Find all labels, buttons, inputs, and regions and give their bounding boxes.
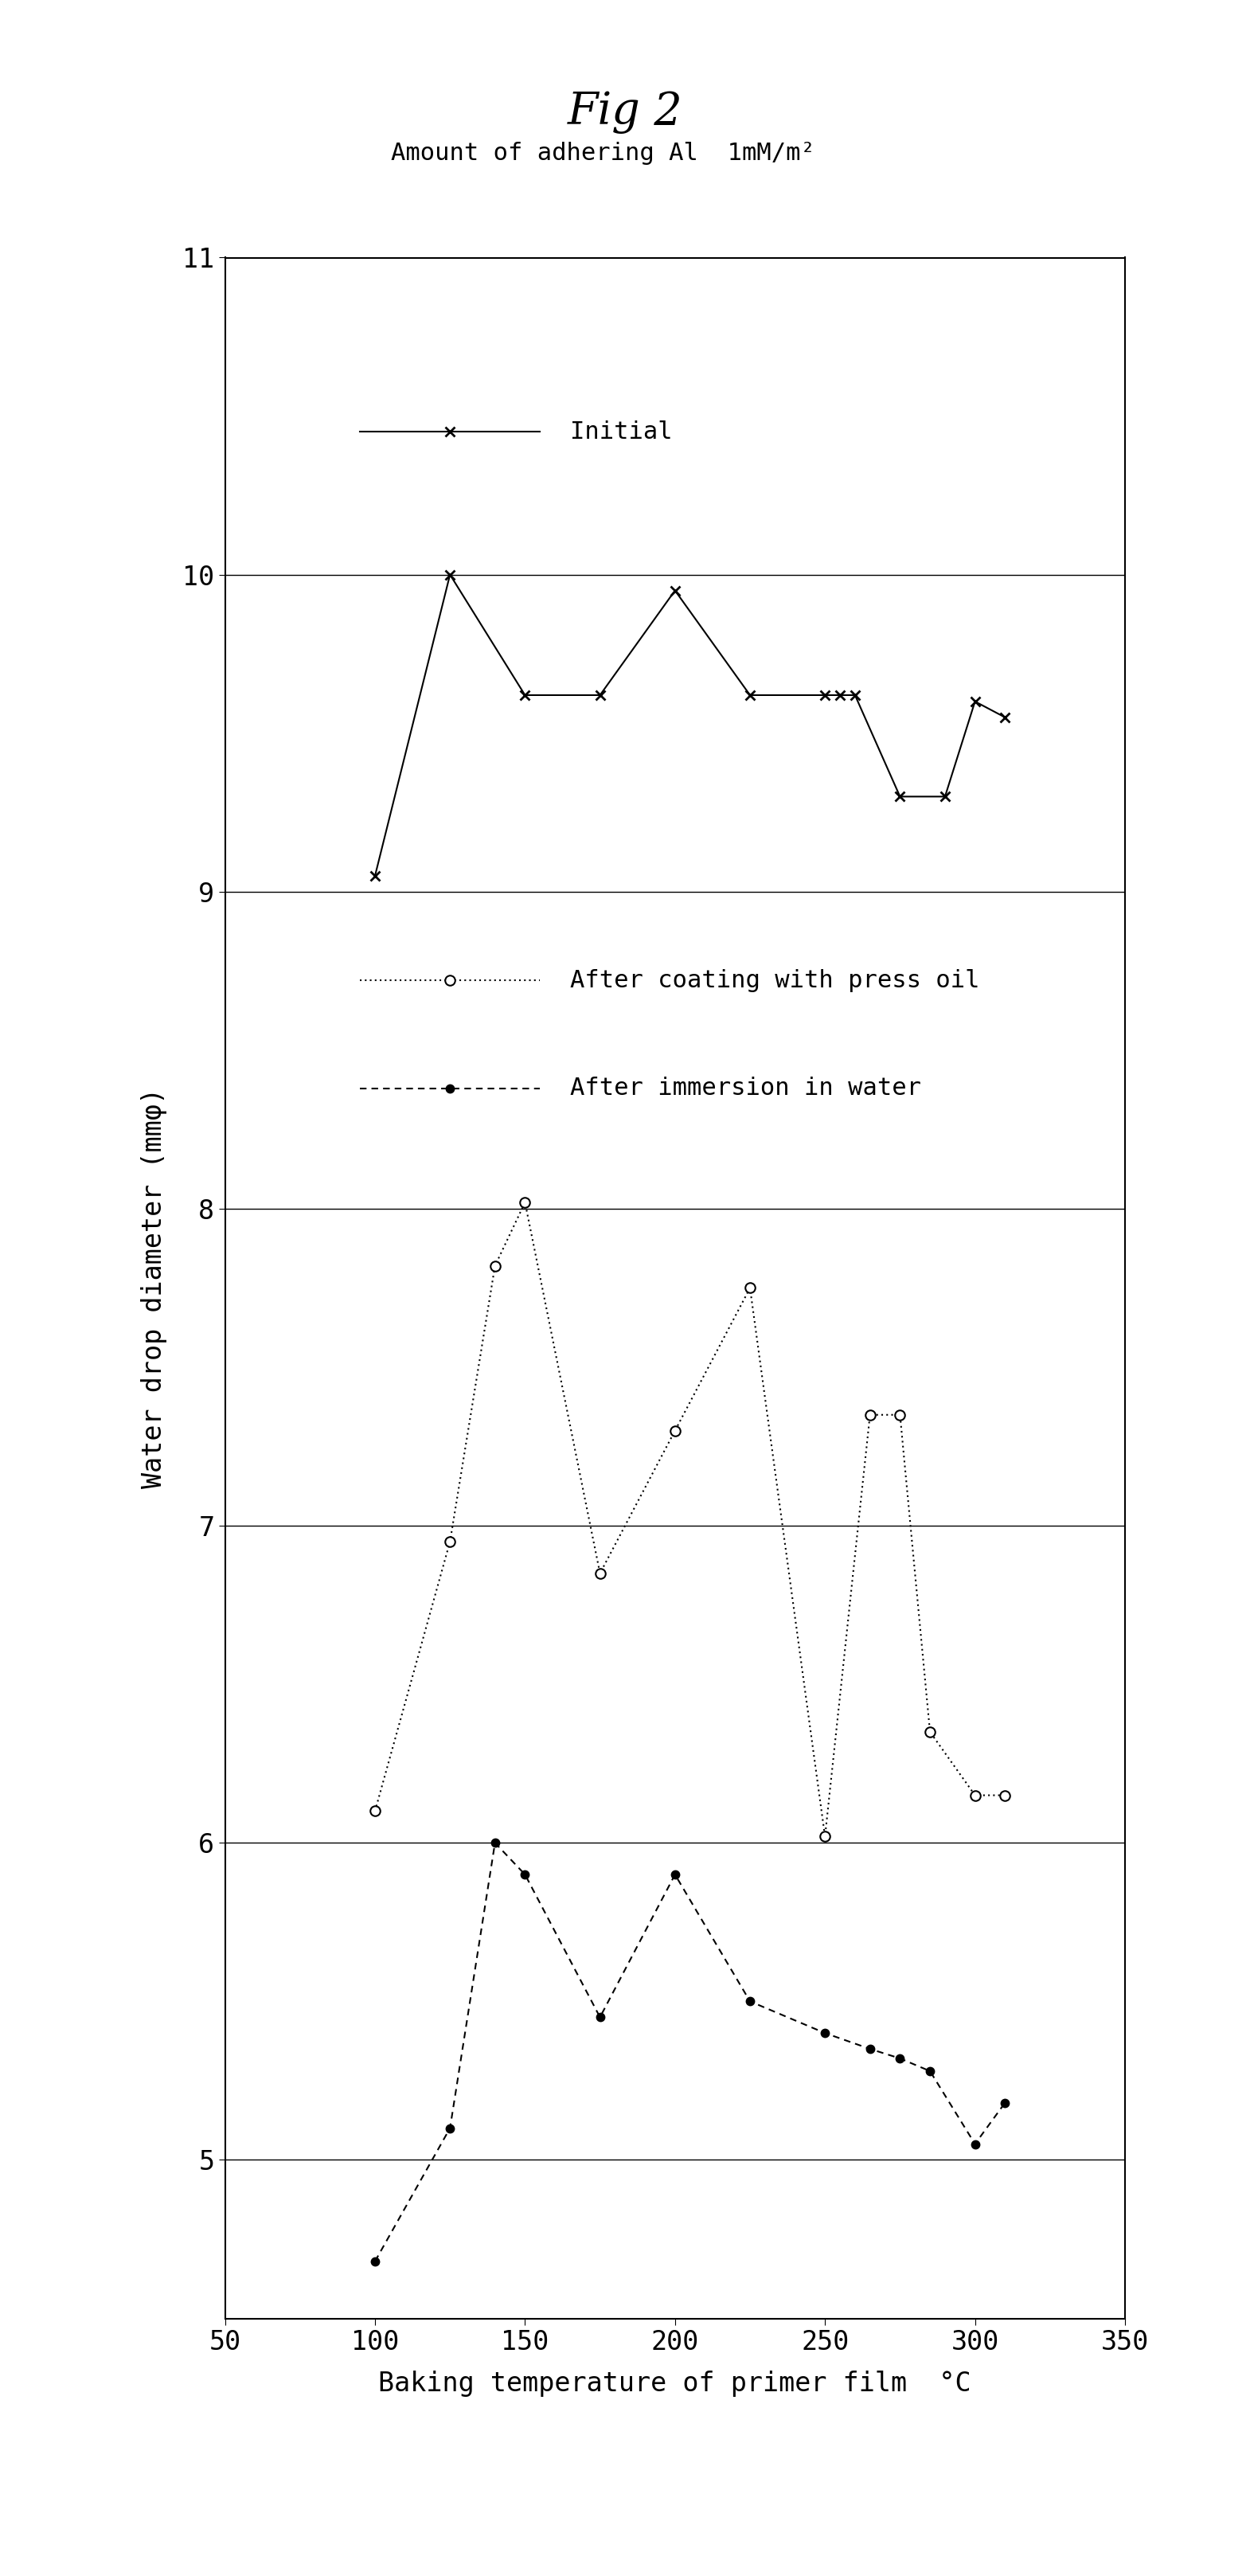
Text: Amount of adhering Al  1mM/m²: Amount of adhering Al 1mM/m² (391, 142, 815, 165)
Y-axis label: Water drop diameter (mmφ): Water drop diameter (mmφ) (141, 1087, 168, 1489)
Text: Initial: Initial (570, 420, 673, 443)
Text: After immersion in water: After immersion in water (570, 1077, 921, 1100)
Text: After coating with press oil: After coating with press oil (570, 969, 980, 992)
X-axis label: Baking temperature of primer film  °C: Baking temperature of primer film °C (379, 2370, 971, 2396)
Text: Fig 2: Fig 2 (568, 90, 683, 134)
